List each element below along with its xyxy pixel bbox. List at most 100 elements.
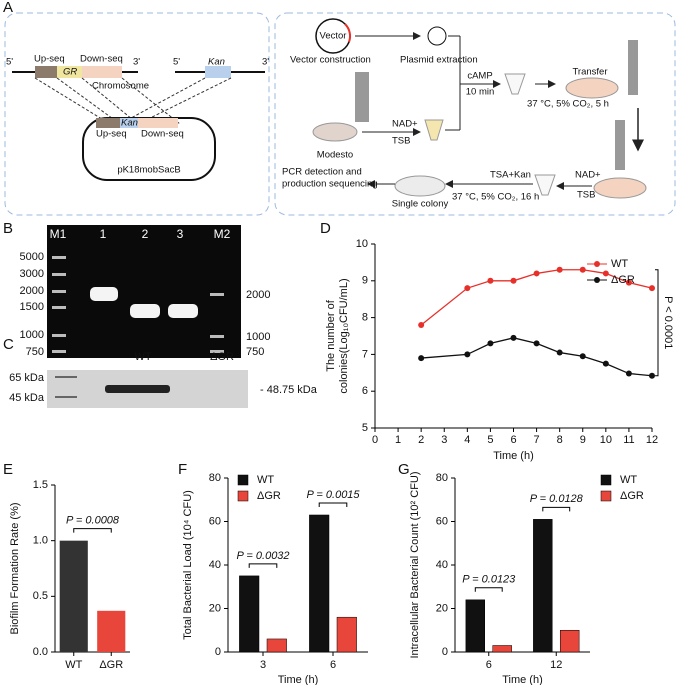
label: GR (63, 67, 77, 78)
panel-label: B (3, 220, 13, 237)
point (487, 340, 494, 347)
y-tick-label: 9 (362, 275, 368, 287)
point (625, 370, 632, 377)
x-tick-label: 2 (418, 434, 424, 446)
annotation: P = 0.0008 (66, 515, 120, 527)
y-tick-label: 20 (436, 602, 448, 614)
point (602, 360, 609, 367)
point (533, 340, 540, 347)
diagram-left: 5' 3' 5' 3' Up-seq Down-seq GR Kan Chrom… (4, 12, 270, 216)
point (533, 270, 540, 277)
label: cAMP (467, 71, 492, 82)
label: TSB (392, 136, 410, 147)
label: 3' (133, 57, 140, 68)
y-tick-label: 80 (209, 472, 221, 484)
y-axis-label: colonies(Log₁₀CFU/mL) (338, 278, 350, 393)
point (418, 321, 425, 328)
y-axis-label: Biofilm Formation Rate (%) (9, 502, 21, 634)
point (556, 349, 563, 356)
legend-marker (600, 490, 612, 502)
bar (59, 540, 88, 652)
y-tick-label: 80 (436, 472, 448, 484)
lane-label: 3 (177, 227, 184, 241)
marker-label: 65 kDa (9, 372, 45, 384)
ladder-label: 1000 (246, 331, 270, 343)
label: Up-seq (96, 129, 127, 140)
label: NAD+ (575, 170, 601, 181)
bar (533, 519, 553, 653)
y-tick-label: 7 (362, 348, 368, 360)
label: Modesto (317, 150, 353, 161)
legend-marker (594, 261, 600, 267)
ladder-label: 2000 (20, 285, 44, 297)
x-tick-label: 10 (600, 434, 612, 446)
x-tick-label: 1 (395, 434, 401, 446)
y-tick-label: 0.5 (33, 590, 48, 602)
ladder-label: 3000 (20, 268, 44, 280)
annotation: P = 0.0015 (306, 489, 360, 501)
y-tick-label: 1.0 (33, 535, 48, 547)
ladder-label: 1500 (20, 301, 44, 313)
label: TSB (577, 190, 595, 201)
x-tick-label: 9 (580, 434, 586, 446)
legend-marker (594, 277, 600, 283)
bracket (318, 502, 348, 507)
label: PCR detection and (282, 167, 362, 178)
lane-label: 1 (100, 227, 107, 241)
label: 37 °C, 5% CO₂, 16 h (452, 192, 539, 203)
bracket (474, 587, 503, 592)
legend-label: ΔGR (257, 490, 281, 502)
bar (97, 610, 126, 652)
gel-b: M1 1 2 3 M2 5000 3000 2000 1500 1000 750… (20, 225, 270, 358)
lane-label: M1 (50, 227, 67, 241)
panel-label: D (320, 220, 331, 237)
panel-label: A (3, 0, 13, 16)
lane-label: ΔGR (210, 351, 234, 363)
point (602, 270, 609, 277)
ladder-label: 2000 (246, 289, 270, 301)
label: 10 min (466, 87, 495, 98)
x-tick-label: 6 (510, 434, 516, 446)
label: production sequencing (282, 179, 378, 190)
bar (309, 514, 330, 653)
marker-label: 45 kDa (9, 392, 45, 404)
x-tick-label: 4 (464, 434, 470, 446)
legend-label: WT (257, 474, 274, 486)
label: 37 °C, 5% CO₂, 5 h (527, 99, 609, 110)
legend-label: WT (611, 258, 628, 270)
point (464, 351, 471, 358)
x-tick-label: 3 (260, 659, 266, 671)
y-tick-label: 8 (362, 312, 368, 324)
y-tick-label: 0 (442, 646, 448, 658)
panel-label: C (3, 336, 14, 353)
y-axis-label: Total Bacterial Load (10⁴ CFU) (182, 490, 194, 640)
y-tick-label: 0.0 (33, 646, 48, 658)
y-tick-label: 60 (436, 515, 448, 527)
panel-label: G (398, 461, 410, 478)
x-axis-label: Time (h) (502, 674, 543, 685)
y-tick-label: 1.5 (33, 479, 48, 491)
label: Vector construction (290, 55, 371, 66)
label: Transfer (572, 67, 607, 78)
y-tick-label: 10 (356, 238, 368, 250)
y-tick-label: 0 (215, 646, 221, 658)
bar (239, 575, 260, 653)
annotation: P = 0.0128 (530, 493, 584, 505)
label: Down-seq (80, 54, 123, 65)
x-tick-label: 6 (330, 659, 336, 671)
y-axis-label: The number of (325, 299, 337, 371)
label: NAD+ (392, 119, 418, 130)
band-label: - 48.75 kDa (260, 384, 318, 396)
x-tick-label: 11 (623, 434, 634, 446)
point (649, 285, 655, 292)
point (579, 266, 586, 273)
label: 5' (6, 57, 13, 68)
lane-label: M2 (214, 227, 231, 241)
diagram-right: Vector Vector construction Plasmid extra… (274, 12, 676, 216)
bar (465, 599, 486, 653)
bar (336, 616, 357, 653)
point (418, 355, 425, 362)
label: pK18mobSacB (117, 165, 180, 176)
label: Up-seq (34, 54, 65, 65)
